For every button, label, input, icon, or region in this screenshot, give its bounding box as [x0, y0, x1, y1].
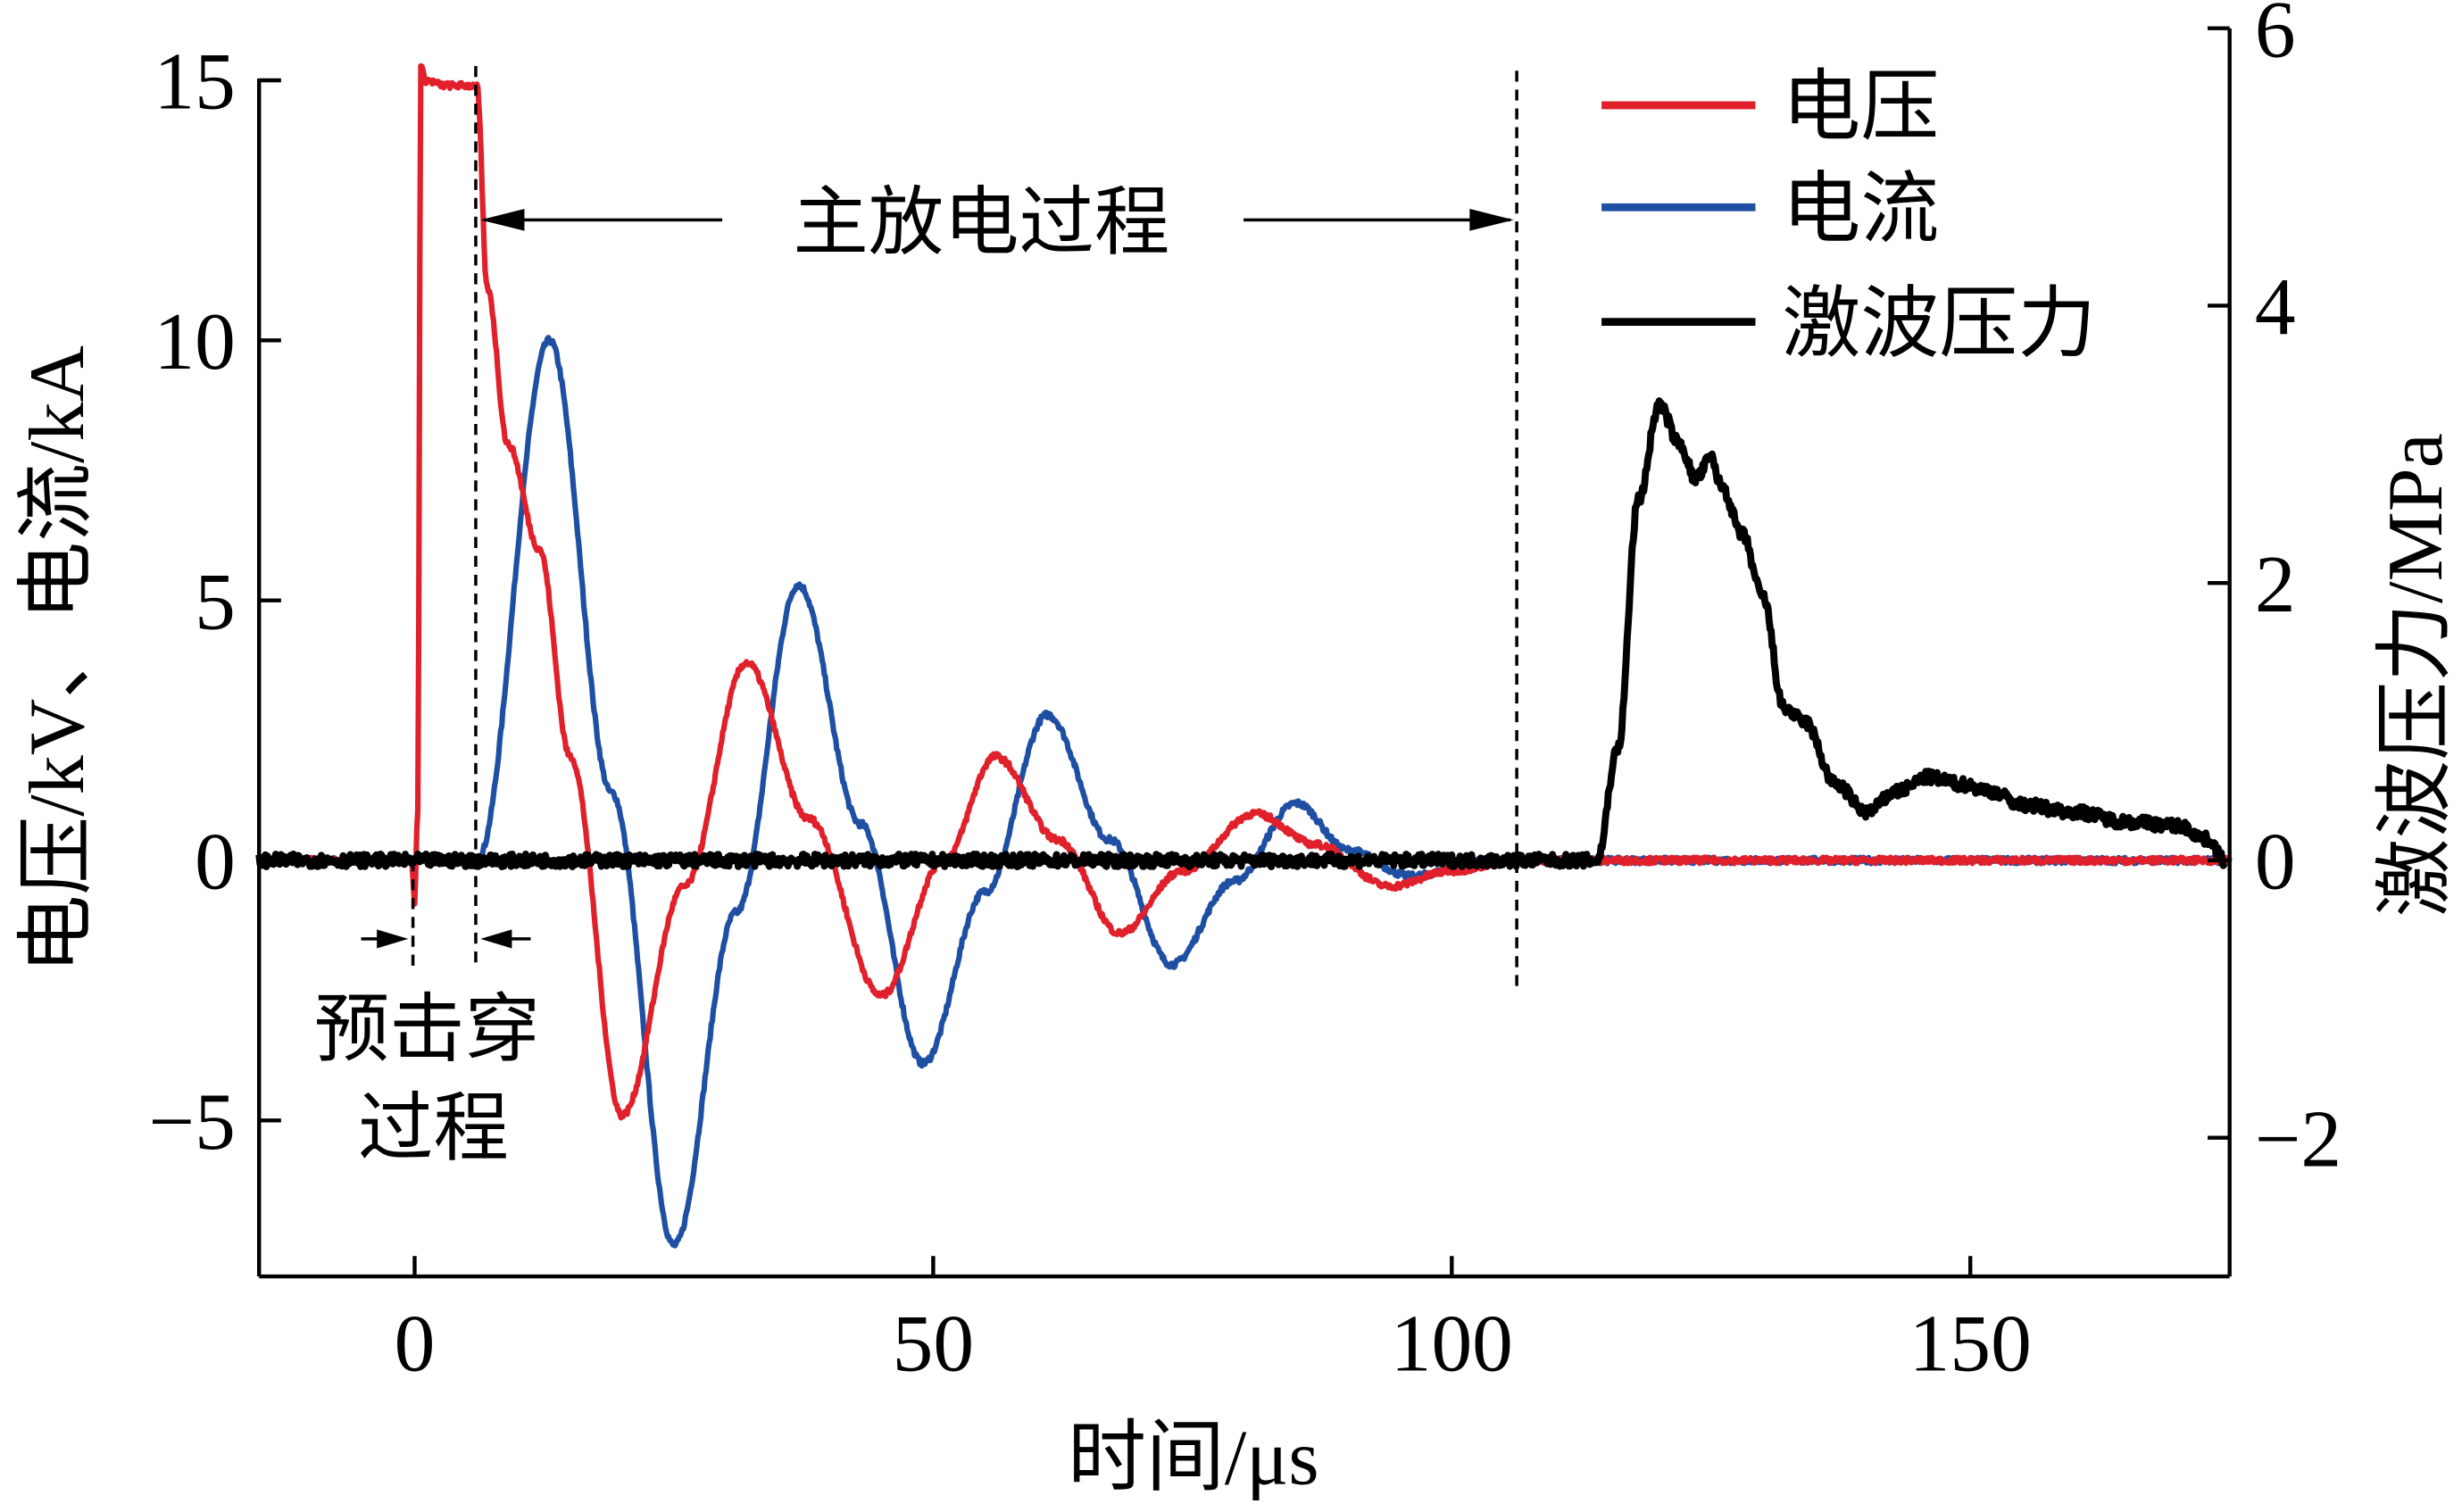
y-right-tick-label: −2: [2255, 1092, 2341, 1184]
y-left-tick-label: 0: [195, 816, 236, 907]
legend-label-voltage: 电压: [1782, 65, 1939, 152]
x-tick-label: 100: [1391, 1298, 1513, 1389]
arrowhead-left: [480, 209, 525, 231]
main-discharge-label: 主放电过程: [793, 182, 1169, 265]
legend-label-pressure: 激波压力: [1782, 281, 2096, 368]
annotations: [361, 65, 1518, 986]
y-left-tick-label: −5: [149, 1076, 236, 1167]
y-right-tick-label: 0: [2255, 816, 2296, 907]
y-axis-left-label: 电压/kV、电流/kA: [14, 345, 101, 974]
legend: 电压 电流 激波压力: [1601, 65, 2096, 368]
arrowhead-right: [1469, 209, 1514, 231]
x-tick-label: 50: [893, 1298, 974, 1389]
current-curve: [256, 335, 2233, 1249]
curves: [255, 62, 2233, 1249]
prebreakdown-arrowhead-right: [480, 929, 512, 949]
pressure-curve: [255, 397, 2228, 870]
y-left-tick-label: 10: [154, 295, 235, 386]
prebreakdown-label-1: 预击穿: [314, 989, 540, 1072]
prebreakdown-arrowhead-left: [377, 929, 409, 949]
y-right-tick-label: 6: [2255, 0, 2296, 74]
x-axis-label: 时间/μs: [1068, 1415, 1319, 1501]
legend-label-current: 电流: [1782, 167, 1939, 253]
voltage-curve: [256, 62, 2233, 1121]
x-tick-label: 0: [395, 1298, 436, 1389]
y-left-tick-label: 15: [154, 36, 235, 127]
y-left-tick-label: 5: [195, 555, 236, 646]
prebreakdown-label-2: 过程: [358, 1088, 509, 1171]
y-right-tick-label: 2: [2255, 538, 2296, 629]
y-right-tick-label: 4: [2255, 261, 2296, 352]
x-tick-label: 150: [1909, 1298, 2032, 1389]
y-axis-right-label: 激波压力/MPa: [2373, 433, 2459, 917]
